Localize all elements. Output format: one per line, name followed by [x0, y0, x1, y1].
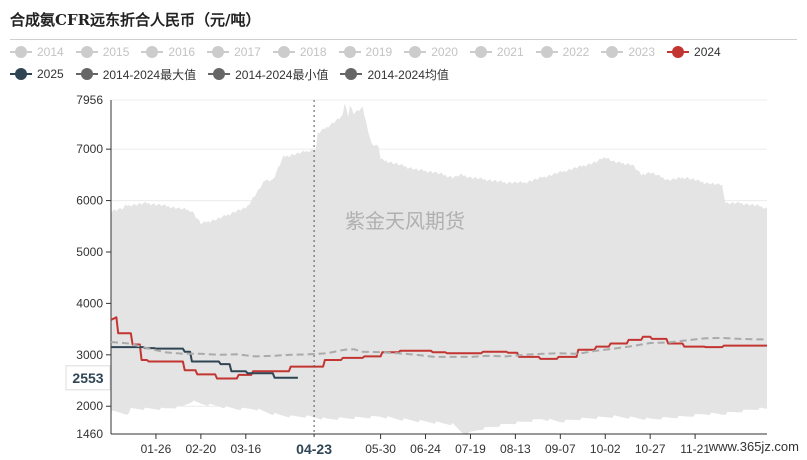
y-tick-label: 6000 — [76, 194, 103, 208]
series-line-2024 — [110, 316, 767, 380]
legend-item-2014[interactable]: 2014 — [10, 45, 64, 59]
legend-label: 2014-2024最大值 — [102, 67, 197, 82]
legend-label: 2015 — [102, 45, 130, 59]
pointer-label-bg — [289, 437, 340, 459]
x-tick-label: 10-02 — [590, 442, 621, 456]
x-tick-label: 09-07 — [545, 442, 576, 456]
series-line-2014-2024均值 — [110, 336, 767, 358]
legend-label: 2018 — [299, 45, 327, 59]
watermark-text: 紫金天风期货 — [345, 209, 465, 233]
legend-marker-icon — [141, 46, 164, 58]
y-tick-label: 5000 — [76, 245, 103, 259]
legend-item-2015[interactable]: 2015 — [75, 45, 130, 59]
legend-row: 2025 2014-2024最大值 2014-2024最小值 2014-2024均值 — [10, 63, 800, 85]
y-pointer-label-bg — [65, 365, 111, 391]
legend-label: 2014-2024均值 — [367, 67, 449, 82]
legend-label: 2023 — [628, 45, 656, 59]
legend-marker-icon — [601, 46, 624, 58]
legend-item-2019[interactable]: 2019 — [338, 45, 393, 59]
site-watermark: www.365jz.com — [708, 439, 799, 454]
legend-label: 2019 — [365, 45, 393, 59]
legend-label: 2021 — [496, 45, 524, 59]
legend-item-2017[interactable]: 2017 — [207, 45, 261, 59]
legend-marker-icon — [272, 46, 295, 58]
legend: 2014 2015 2016 2017 2018 2019 2020 2021 2022 2023… — [10, 41, 800, 85]
x-tick-label: 01-26 — [141, 442, 172, 456]
legend-label: 2022 — [562, 45, 590, 59]
legend-label: 2014-2024最小值 — [235, 67, 329, 82]
x-tick-label: 11-21 — [680, 442, 710, 456]
legend-marker-icon — [667, 46, 690, 58]
legend-marker-icon — [207, 46, 230, 58]
x-tick-label: 07-19 — [455, 442, 486, 456]
legend-marker-icon — [469, 46, 492, 58]
legend-marker-icon — [404, 46, 427, 58]
legend-label: 2016 — [168, 45, 196, 59]
y-tick-label: 4000 — [76, 296, 103, 310]
x-pointer-label: 04-23 — [296, 441, 332, 457]
x-tick-label: 10-27 — [635, 442, 666, 456]
legend-label: 2014 — [37, 45, 64, 59]
legend-marker-icon — [10, 46, 32, 58]
y-tick-label: 7000 — [76, 142, 103, 156]
y-pointer-label: 2553 — [72, 370, 103, 386]
y-tick-label: 2000 — [76, 399, 103, 413]
legend-marker-icon — [340, 68, 363, 80]
x-tick-label: 03-16 — [230, 442, 261, 456]
legend-item-2021[interactable]: 2021 — [469, 45, 524, 59]
legend-item-2020[interactable]: 2020 — [404, 45, 458, 59]
legend-label: 2017 — [234, 45, 261, 59]
legend-marker-icon — [10, 68, 32, 80]
chart-title: 合成氨CFR远东折合人民币（元/吨） — [10, 11, 261, 29]
x-tick-label: 08-13 — [500, 442, 531, 456]
legend-item-2023[interactable]: 2023 — [601, 45, 655, 59]
legend-label: 2020 — [431, 45, 458, 59]
legend-item-2022[interactable]: 2022 — [535, 45, 590, 59]
legend-item-2014-2024均值[interactable]: 2014-2024均值 — [340, 66, 449, 83]
legend-row: 2014 2015 2016 2017 2018 2019 2020 2021 2022 2023… — [10, 41, 800, 63]
x-tick-label: 02-20 — [186, 442, 217, 456]
max-min-band — [111, 103, 767, 436]
legend-item-2024[interactable]: 2024 — [667, 45, 721, 59]
legend-item-2014-2024最小值[interactable]: 2014-2024最小值 — [208, 66, 328, 83]
legend-label: 2024 — [694, 45, 721, 59]
legend-item-2018[interactable]: 2018 — [272, 45, 327, 59]
legend-label: 2025 — [37, 67, 64, 81]
legend-item-2025[interactable]: 2025 — [10, 67, 64, 81]
legend-marker-icon — [535, 46, 558, 58]
x-tick-label: 05-30 — [365, 442, 396, 456]
title-divider — [10, 39, 797, 40]
legend-marker-icon — [75, 68, 98, 80]
legend-item-2016[interactable]: 2016 — [141, 45, 195, 59]
y-max-label: 7956 — [76, 93, 103, 107]
x-tick-label: 06-24 — [410, 442, 441, 456]
series-line-2025 — [111, 346, 298, 379]
legend-item-2014-2024最大值[interactable]: 2014-2024最大值 — [75, 66, 197, 83]
legend-marker-icon — [75, 46, 98, 58]
legend-marker-icon — [338, 46, 361, 58]
y-tick-label: 3000 — [76, 348, 103, 362]
y-min-label: 1460 — [76, 427, 103, 441]
legend-marker-icon — [208, 68, 231, 80]
